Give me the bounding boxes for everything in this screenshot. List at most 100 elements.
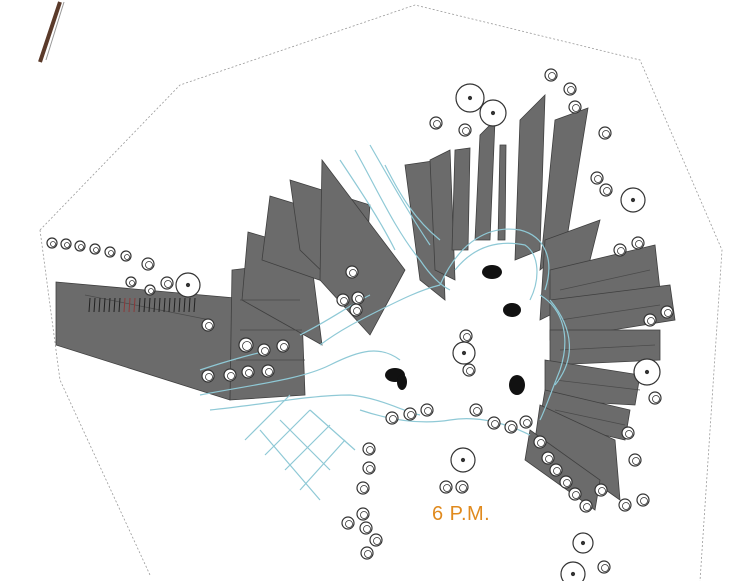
shrub-icon: [597, 560, 611, 574]
shrub-icon: [459, 329, 473, 343]
hatch-mark: [118, 297, 121, 313]
shrub-icon: [598, 126, 612, 140]
shrub-icon: [345, 265, 359, 279]
hatch-mark: [163, 297, 166, 313]
shrub-icon: [439, 480, 453, 494]
shrub-icon: [563, 82, 577, 96]
shrub-icon: [125, 276, 137, 288]
hatch-mark: [143, 297, 146, 313]
shadow-west-5: [319, 158, 406, 336]
shrub-icon: [519, 415, 533, 429]
shrub-icon: [568, 100, 582, 114]
tree-icon: [452, 341, 476, 365]
time-label: 6 P.M.: [432, 503, 491, 525]
shrub-icon: [46, 237, 58, 249]
sculptures: [385, 265, 525, 395]
shadow-north-4: [474, 118, 496, 241]
shrub-icon: [223, 368, 237, 382]
shrub-icon: [504, 420, 518, 434]
hatch-mark: [103, 297, 106, 313]
shrub-icon: [356, 507, 370, 521]
shadow-north-5: [497, 144, 507, 241]
shadow-detail-lines: [84, 269, 661, 426]
sculpture-icon: [503, 303, 521, 317]
shadow-north-2: [429, 149, 456, 281]
sculpture-icon: [397, 374, 407, 390]
shrub-icon: [544, 68, 558, 82]
shrub-icon: [257, 343, 271, 357]
shrub-icon: [660, 305, 674, 319]
shrub-icon: [420, 403, 434, 417]
shrub-icon: [362, 461, 376, 475]
shrub-icon: [238, 337, 254, 353]
shrub-icon: [429, 116, 443, 130]
shrub-icon: [336, 293, 350, 307]
shrub-icon: [636, 493, 650, 507]
sculpture-icon: [482, 265, 502, 279]
hatch-mark: [108, 297, 111, 313]
west-bar-hatches: [88, 297, 196, 313]
shadow-north-3: [451, 147, 471, 251]
shrub-icon: [341, 516, 355, 530]
shrub-icon: [541, 451, 555, 465]
post-marker: [38, 1, 65, 63]
site-boundary: [39, 4, 723, 581]
shrub-icon: [141, 257, 155, 271]
shrub-icon: [369, 533, 383, 547]
shadow-east-3: [549, 284, 676, 341]
shrub-icon: [621, 426, 635, 440]
hatch-mark: [98, 297, 101, 313]
shrub-icon: [618, 498, 632, 512]
shrub-icon: [549, 463, 563, 477]
trees-and-shrubs: [46, 68, 674, 581]
shrub-icon: [462, 363, 476, 377]
shadow-north-6: [514, 94, 546, 261]
tree-icon: [175, 272, 201, 298]
shrub-icon: [613, 243, 627, 257]
shrub-icon: [628, 453, 642, 467]
shrub-icon: [458, 123, 472, 137]
hatch-mark: [158, 297, 161, 313]
shrub-icon: [89, 243, 101, 255]
shrub-icon: [559, 475, 573, 489]
shrub-icon: [104, 246, 116, 258]
hatch-mark: [173, 297, 176, 313]
shrub-icon: [356, 481, 370, 495]
shrub-icon: [359, 521, 373, 535]
shrub-icon: [469, 403, 483, 417]
hatch-mark: [193, 297, 196, 313]
shrub-icon: [241, 365, 255, 379]
shrub-icon: [351, 291, 365, 305]
tree-icon: [450, 447, 476, 473]
hatch-mark: [93, 297, 96, 313]
shrub-icon: [533, 435, 547, 449]
shrub-icon: [360, 546, 374, 560]
shrub-icon: [144, 284, 156, 296]
shrub-icon: [276, 339, 290, 353]
shadow-east-7: [534, 404, 621, 501]
shrub-icon: [455, 480, 469, 494]
hatch-mark: [153, 297, 156, 313]
hatch-mark: [128, 297, 131, 313]
sculpture-icon: [509, 375, 525, 395]
shrub-icon: [648, 391, 662, 405]
shrub-icon: [201, 369, 215, 383]
shrub-icon: [643, 313, 657, 327]
hatch-mark: [168, 297, 171, 313]
shrub-icon: [74, 240, 86, 252]
shrub-icon: [594, 483, 608, 497]
shrub-icon: [60, 238, 72, 250]
hatch-mark: [123, 297, 126, 313]
tree-icon: [633, 358, 661, 386]
shrub-icon: [590, 171, 604, 185]
shrub-icon: [599, 183, 613, 197]
tree-icon: [455, 83, 485, 113]
hatch-mark: [88, 297, 91, 313]
hatch-mark: [113, 297, 116, 313]
shrub-icon: [160, 276, 174, 290]
shrub-icon: [362, 442, 376, 456]
shrub-icon: [201, 318, 215, 332]
hatch-mark: [188, 297, 191, 313]
